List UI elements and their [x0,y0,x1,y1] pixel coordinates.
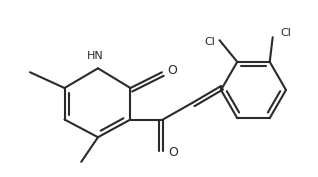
Text: O: O [167,64,177,77]
Text: Cl: Cl [280,28,291,38]
Text: O: O [168,147,178,159]
Text: Cl: Cl [204,37,215,47]
Text: HN: HN [86,50,103,61]
